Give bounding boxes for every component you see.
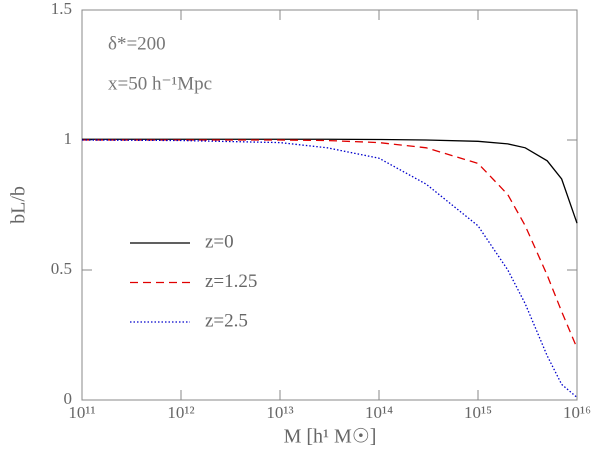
x-tick-label: 10¹¹ xyxy=(68,403,95,422)
x-tick-label: 10¹⁴ xyxy=(365,403,393,422)
x-tick-label: 10¹⁵ xyxy=(464,403,492,422)
data-line xyxy=(82,138,578,224)
data-line xyxy=(81,139,578,398)
x-axis-label: M [h¹ M☉] xyxy=(284,426,377,448)
annotation: δ*=200 xyxy=(108,33,166,54)
data-line xyxy=(82,139,578,349)
x-tick-label: 10¹³ xyxy=(266,403,293,422)
y-axis-label: bL/b xyxy=(8,186,30,224)
y-tick-label: 1 xyxy=(64,129,73,148)
legend-label: z=2.5 xyxy=(205,310,248,331)
plot-frame xyxy=(81,9,578,401)
y-tick-label: 0.5 xyxy=(51,259,72,278)
y-tick-label: 0 xyxy=(64,389,73,408)
legend-label: z=0 xyxy=(205,231,234,252)
x-tick-label: 10¹⁶ xyxy=(563,403,591,422)
x-tick-label: 10¹² xyxy=(167,403,194,422)
y-tick-label: 1.5 xyxy=(51,0,72,18)
annotation: x=50 h⁻¹Mpc xyxy=(108,73,212,94)
legend-label: z=1.25 xyxy=(205,271,257,292)
